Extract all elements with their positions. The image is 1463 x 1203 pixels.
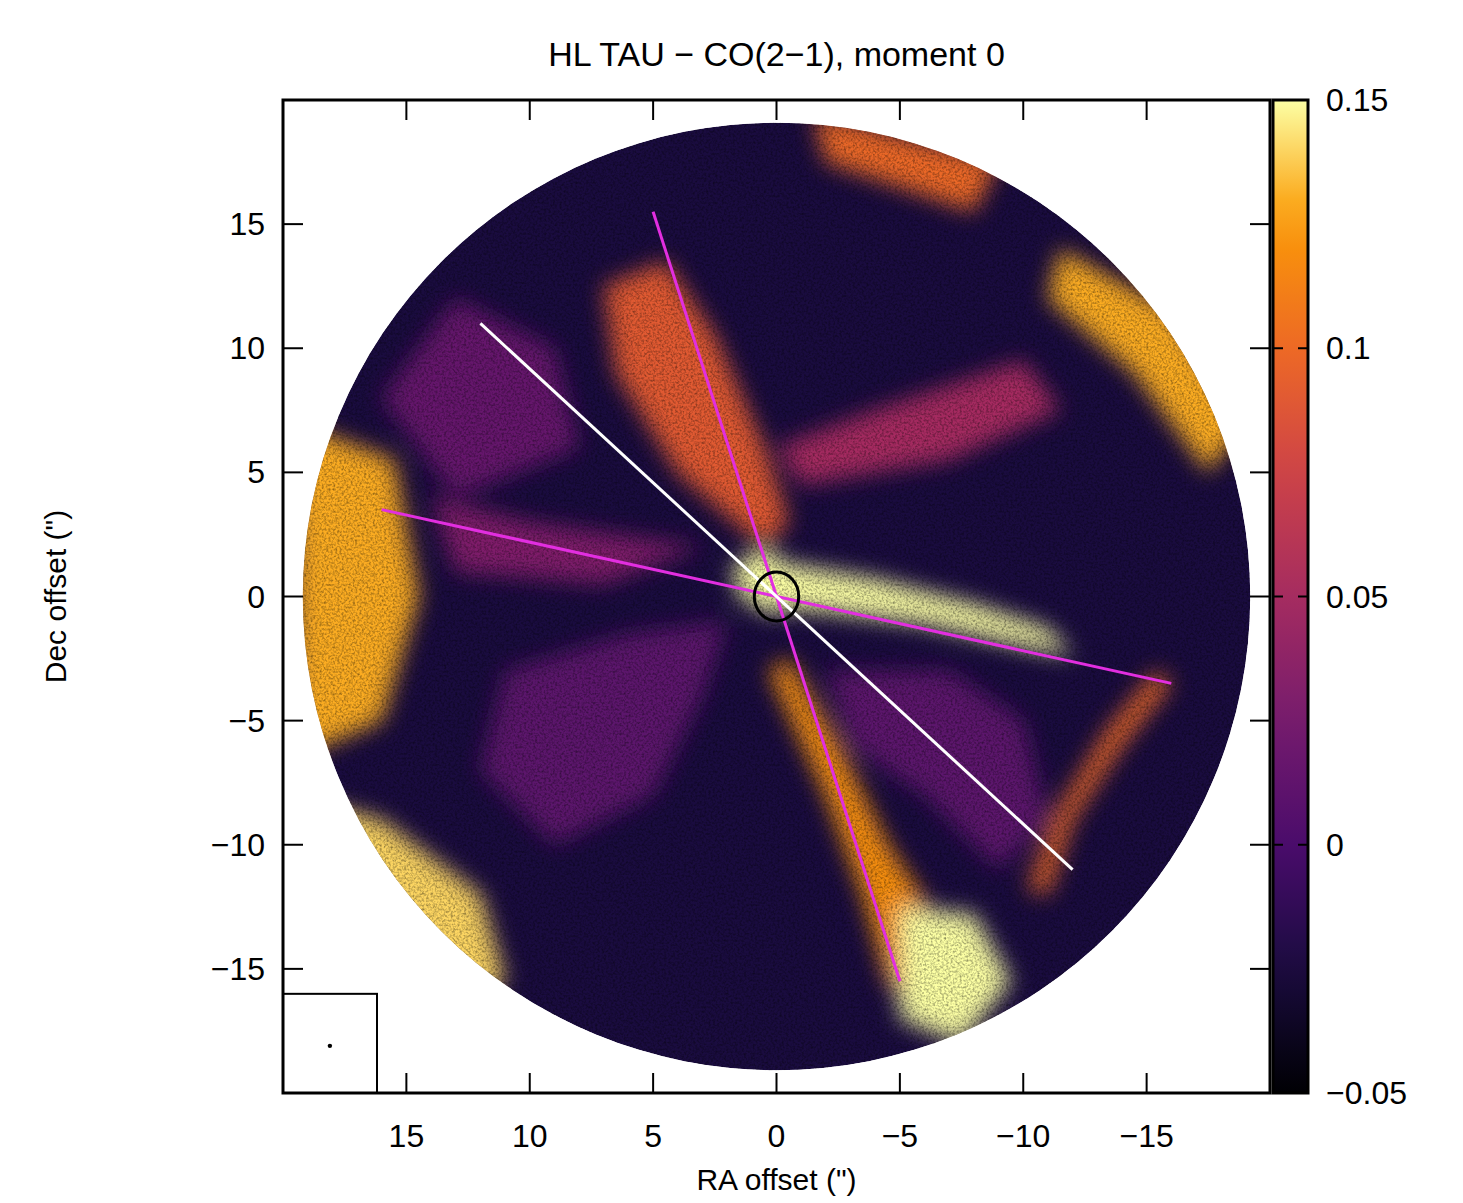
y-tick-label: −10 xyxy=(211,827,265,863)
y-tick-label: −5 xyxy=(229,703,265,739)
x-tick xyxy=(652,1073,654,1093)
x-tick-label: 5 xyxy=(644,1118,662,1154)
beam xyxy=(328,1044,332,1048)
title: HL TAU − CO(2−1), moment 0 xyxy=(548,35,1005,73)
colorbar-tick xyxy=(1298,1092,1308,1094)
x-axis-title: RA offset (") xyxy=(696,1163,856,1196)
y-tick-right xyxy=(1250,596,1270,598)
image-area xyxy=(295,112,1250,1070)
colorbar-label: −0.05 xyxy=(1326,1075,1407,1111)
x-tick-label: 0 xyxy=(768,1118,786,1154)
y-tick-label: 10 xyxy=(229,330,265,366)
x-tick xyxy=(776,1073,778,1093)
y-tick-right xyxy=(1250,347,1270,349)
y-tick xyxy=(283,596,303,598)
x-tick-label: 10 xyxy=(512,1118,548,1154)
x-tick-top xyxy=(652,100,654,120)
y-tick-right xyxy=(1250,968,1270,970)
beam-box xyxy=(283,994,377,1093)
x-tick-top xyxy=(405,100,407,120)
y-tick xyxy=(283,347,303,349)
colorbar-tick xyxy=(1298,596,1308,598)
y-tick xyxy=(283,968,303,970)
y-tick-label: −15 xyxy=(211,951,265,987)
x-tick-label: 15 xyxy=(389,1118,425,1154)
colorbar-frame xyxy=(1273,100,1308,1093)
y-tick-right xyxy=(1250,844,1270,846)
colorbar-label: 0.05 xyxy=(1326,579,1388,615)
x-tick xyxy=(1022,1073,1024,1093)
colorbar-label: 0 xyxy=(1326,827,1344,863)
frame xyxy=(283,100,1270,1093)
y-tick-label: 15 xyxy=(229,206,265,242)
y-tick xyxy=(283,720,303,722)
x-tick-top xyxy=(529,100,531,120)
colorbar-tick xyxy=(1273,844,1283,846)
colorbar-label: 0.1 xyxy=(1326,330,1370,366)
colorbar-tick xyxy=(1298,99,1308,101)
x-tick-top xyxy=(776,100,778,120)
colorbar-tick xyxy=(1273,347,1283,349)
colorbar-tick xyxy=(1273,99,1283,101)
x-tick xyxy=(529,1073,531,1093)
y-tick-right xyxy=(1250,720,1270,722)
x-tick xyxy=(1146,1073,1148,1093)
y-tick-right xyxy=(1250,471,1270,473)
colorbar-tick xyxy=(1273,596,1283,598)
colorbar-tick xyxy=(1298,844,1308,846)
colorbar-label: 0.15 xyxy=(1326,82,1388,118)
x-tick xyxy=(405,1073,407,1093)
y-axis-title: Dec offset (") xyxy=(39,510,72,683)
colorbar-tick xyxy=(1273,1092,1283,1094)
field-background xyxy=(303,123,1251,1071)
x-tick xyxy=(899,1073,901,1093)
x-tick-top xyxy=(1146,100,1148,120)
x-tick-top xyxy=(899,100,901,120)
x-tick-label: −5 xyxy=(882,1118,918,1154)
noise-texture xyxy=(303,123,1251,1071)
y-tick xyxy=(283,844,303,846)
colorbar-tick xyxy=(1298,347,1308,349)
y-tick xyxy=(283,223,303,225)
axis-lines xyxy=(382,212,1172,982)
y-tick-right xyxy=(1250,223,1270,225)
y-tick-label: 5 xyxy=(247,454,265,490)
x-tick-label: −10 xyxy=(996,1118,1050,1154)
source-marker xyxy=(754,572,798,621)
overlay-line xyxy=(480,323,1072,869)
colorbar xyxy=(1273,100,1308,1093)
y-tick-label: 0 xyxy=(247,579,265,615)
y-tick xyxy=(283,471,303,473)
x-tick-label: −15 xyxy=(1119,1118,1173,1154)
x-tick-top xyxy=(1022,100,1024,120)
